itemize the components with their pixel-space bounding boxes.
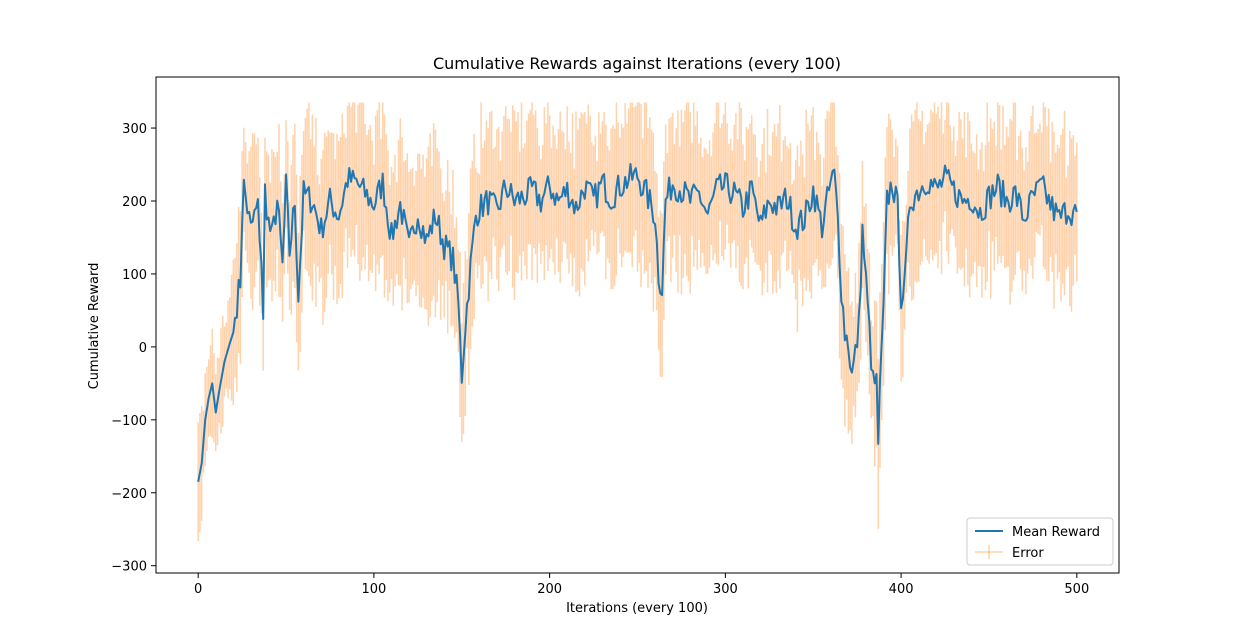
x-tick-label: 200 [537, 582, 562, 597]
mean-reward-line [197, 162, 1078, 483]
y-tick-label: −200 [111, 487, 147, 502]
y-tick-label: −300 [111, 560, 147, 575]
y-axis: −300 −200 −100 0 100 200 300 [111, 122, 156, 575]
y-tick-label: 0 [139, 341, 147, 356]
x-tick-label: 400 [889, 582, 914, 597]
plot-frame [155, 76, 1120, 574]
mean-reward-line-layer [197, 162, 1078, 483]
legend-mean-reward-label: Mean Reward [1012, 525, 1100, 540]
y-tick-label: 200 [122, 195, 147, 210]
x-axis: 0 100 200 300 400 500 [194, 573, 1089, 597]
x-tick-label: 100 [361, 582, 386, 597]
y-tick-label: −100 [111, 414, 147, 429]
y-tick-label: 300 [122, 122, 147, 137]
chart-title: Cumulative Rewards against Iterations (e… [433, 54, 841, 73]
x-tick-label: 500 [1064, 582, 1089, 597]
legend-box [966, 517, 1114, 566]
x-tick-label: 300 [713, 582, 738, 597]
legend-error-label: Error [1012, 546, 1044, 561]
y-tick-label: 100 [122, 268, 147, 283]
y-axis-label: Cumulative Reward [87, 263, 102, 390]
x-tick-label: 0 [194, 582, 202, 597]
x-axis-label: Iterations (every 100) [566, 601, 708, 616]
legend: Mean Reward Error [966, 517, 1114, 566]
